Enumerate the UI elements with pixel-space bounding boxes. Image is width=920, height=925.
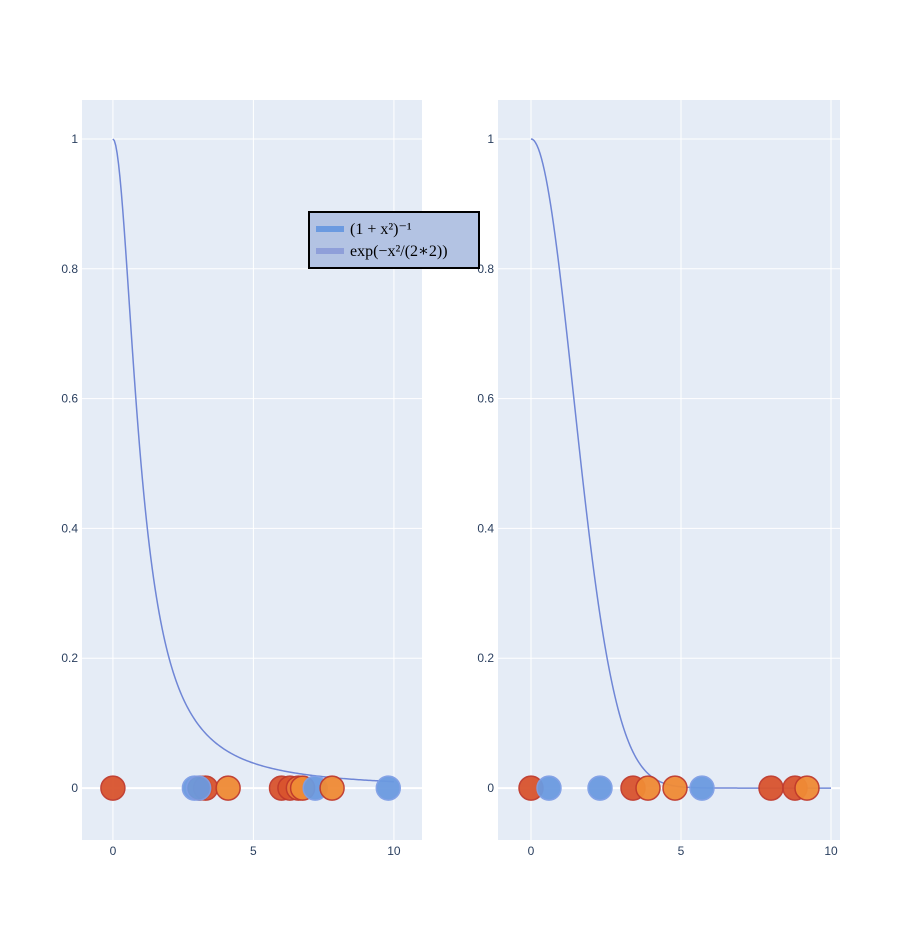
y-tick-label: 0.6 (477, 392, 494, 406)
legend-label: (1 + x²)⁻¹ (350, 221, 412, 238)
x-tick-label: 5 (250, 844, 257, 858)
scatter-marker (185, 775, 212, 801)
x-tick-label: 10 (387, 844, 401, 858)
scatter-marker (319, 775, 345, 801)
scatter-marker (536, 775, 562, 801)
x-tick-label: 0 (110, 844, 117, 858)
y-tick-label: 0.2 (477, 651, 494, 665)
scatter-marker (635, 775, 661, 801)
scatter-marker (794, 775, 820, 801)
curve-line (112, 138, 394, 783)
y-tick-label: 0.4 (61, 521, 78, 535)
scatter-marker (375, 775, 402, 801)
y-tick-label: 0.8 (61, 262, 78, 276)
plot-background (498, 100, 840, 840)
x-tick-label: 0 (528, 844, 535, 858)
legend-box (308, 211, 480, 269)
scatter-marker (100, 775, 126, 801)
y-tick-label: 0.8 (477, 262, 494, 276)
y-tick-label: 0.4 (477, 521, 494, 535)
subplot-right: 0 5 10 0 0.2 0.4 0.6 0.8 1 (477, 100, 840, 858)
x-tick-label: 10 (824, 844, 838, 858)
y-tick-label: 0.6 (61, 392, 78, 406)
y-tick-label: 0.2 (61, 651, 78, 665)
legend-label: exp(−x²/(2∗2)) (350, 243, 448, 260)
scatter-marker (662, 775, 688, 801)
y-tick-label: 0 (71, 781, 78, 795)
x-tick-label: 5 (678, 844, 685, 858)
legend: (1 + x²)⁻¹ exp(−x²/(2∗2)) (308, 211, 480, 269)
y-tick-label: 1 (71, 132, 78, 146)
y-tick-label: 1 (487, 132, 494, 146)
y-tick-label: 0 (487, 781, 494, 795)
scatter-marker (587, 775, 613, 801)
scatter-marker (758, 775, 784, 801)
scatter-marker (215, 775, 241, 801)
scatter-marker (689, 775, 715, 801)
